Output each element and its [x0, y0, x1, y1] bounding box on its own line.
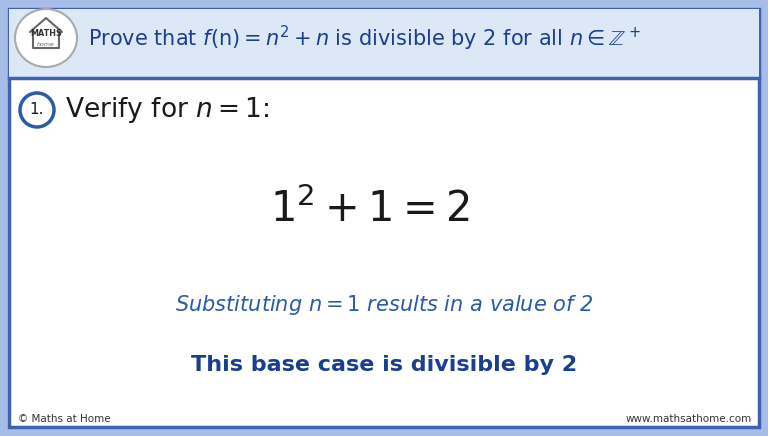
Text: home: home [37, 42, 55, 48]
FancyBboxPatch shape [9, 9, 759, 427]
Ellipse shape [15, 9, 77, 67]
Text: MATHS: MATHS [30, 30, 62, 38]
FancyBboxPatch shape [9, 9, 759, 78]
Circle shape [20, 93, 54, 127]
Text: Prove that $f(\mathrm{n}) = n^2 + n$ is divisible by 2 for all $n \in \mathbb{Z}: Prove that $f(\mathrm{n}) = n^2 + n$ is … [88, 24, 641, 53]
Text: © Maths at Home: © Maths at Home [18, 414, 111, 424]
Text: 1.: 1. [30, 102, 45, 117]
Text: $1^2 + 1 = 2$: $1^2 + 1 = 2$ [270, 189, 470, 231]
Text: www.mathsathome.com: www.mathsathome.com [626, 414, 752, 424]
Text: This base case is divisible by 2: This base case is divisible by 2 [191, 355, 577, 375]
Text: Substituting $n = 1$ results in a value of 2: Substituting $n = 1$ results in a value … [175, 293, 593, 317]
FancyBboxPatch shape [3, 3, 765, 433]
Text: Verify for $n = 1$:: Verify for $n = 1$: [65, 95, 269, 125]
